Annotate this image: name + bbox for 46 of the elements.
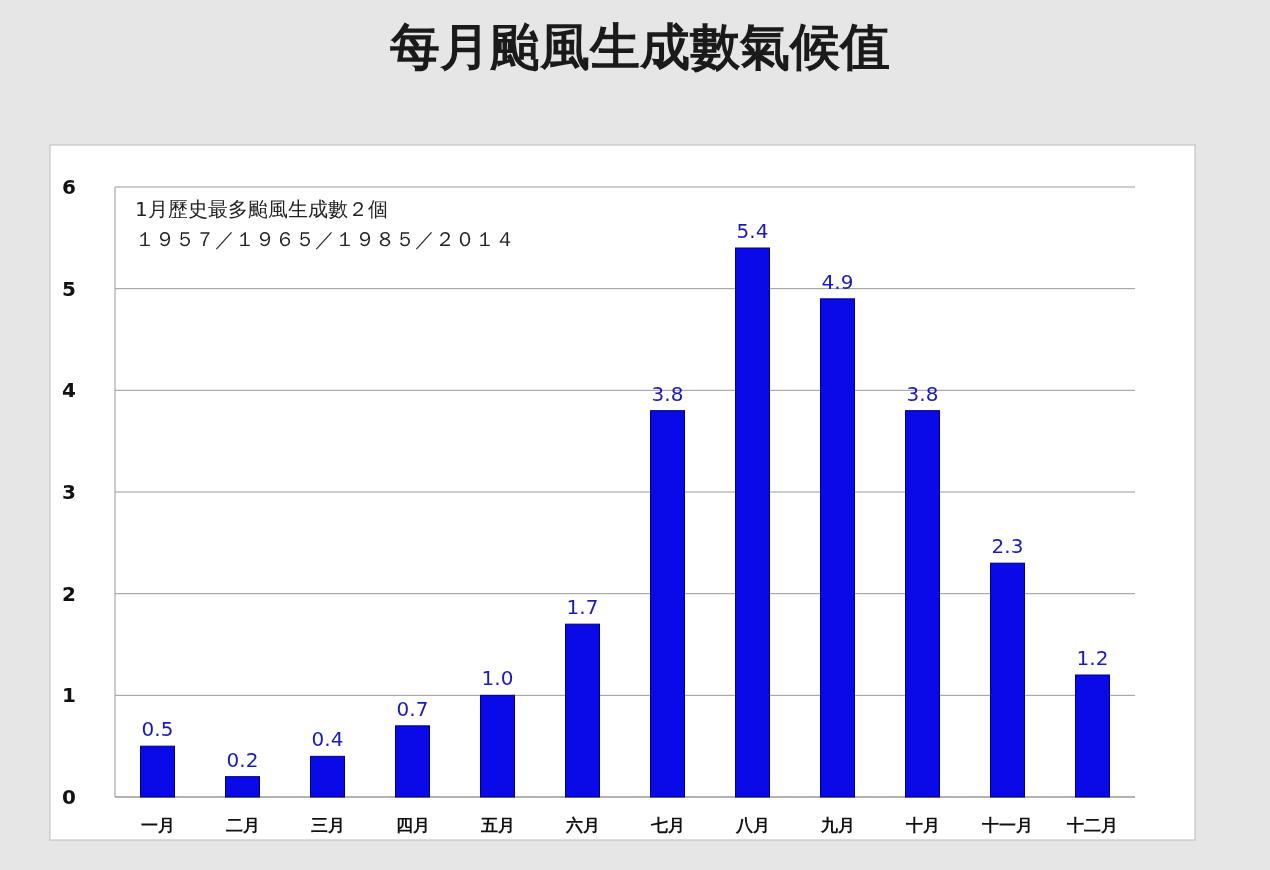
chart-title: 每月颱風生成數氣候值 <box>389 18 890 76</box>
x-tick-label: 一月 <box>140 815 175 835</box>
data-label: 3.8 <box>651 381 684 406</box>
data-label: 5.4 <box>736 219 769 243</box>
bar <box>990 562 1025 798</box>
data-label: 3.8 <box>906 381 939 406</box>
data-label: 0.4 <box>311 727 344 752</box>
data-label: 1.7 <box>566 595 599 620</box>
y-tick-label: 2 <box>62 581 76 606</box>
data-label: 1.2 <box>1076 646 1109 670</box>
data-label: 4.9 <box>821 269 854 294</box>
y-tick-label: 5 <box>62 276 76 301</box>
data-label: 2.3 <box>991 534 1024 559</box>
x-tick-label: 六月 <box>564 815 600 835</box>
y-tick-label: 1 <box>62 683 76 708</box>
bar <box>395 725 430 798</box>
y-tick-label: 4 <box>62 378 76 403</box>
data-label: 0.5 <box>141 717 174 742</box>
x-tick-label: 三月 <box>310 815 345 835</box>
bar <box>310 755 345 798</box>
y-tick-label: 3 <box>62 480 76 504</box>
x-tick-label: 十月 <box>904 815 940 835</box>
bar <box>480 694 515 798</box>
x-tick-label: 八月 <box>734 815 770 835</box>
annotation: １９５７／１９６５／１９８５／２０１４ <box>135 227 515 251</box>
bar <box>650 410 685 798</box>
x-tick-label: 九月 <box>819 815 855 835</box>
bar <box>140 745 175 798</box>
data-label: 1.0 <box>481 666 514 691</box>
x-tick-label: 五月 <box>479 815 515 835</box>
bar <box>905 410 940 798</box>
bar <box>1075 674 1110 798</box>
data-label: 0.2 <box>226 747 259 772</box>
bar <box>820 298 855 798</box>
x-tick-label: 二月 <box>225 815 260 835</box>
x-tick-label: 十一月 <box>981 815 1033 835</box>
bar <box>225 776 260 798</box>
x-tick-label: 七月 <box>649 815 685 835</box>
bar <box>735 247 770 798</box>
x-tick-label: 十二月 <box>1066 815 1118 835</box>
x-tick-label: 四月 <box>395 815 430 835</box>
annotation: 1月歷史最多颱風生成數２個 <box>135 197 388 221</box>
bar <box>565 623 600 798</box>
y-tick-label: 0 <box>62 785 76 809</box>
y-tick-label: 6 <box>62 175 76 199</box>
data-label: 0.7 <box>396 696 429 721</box>
